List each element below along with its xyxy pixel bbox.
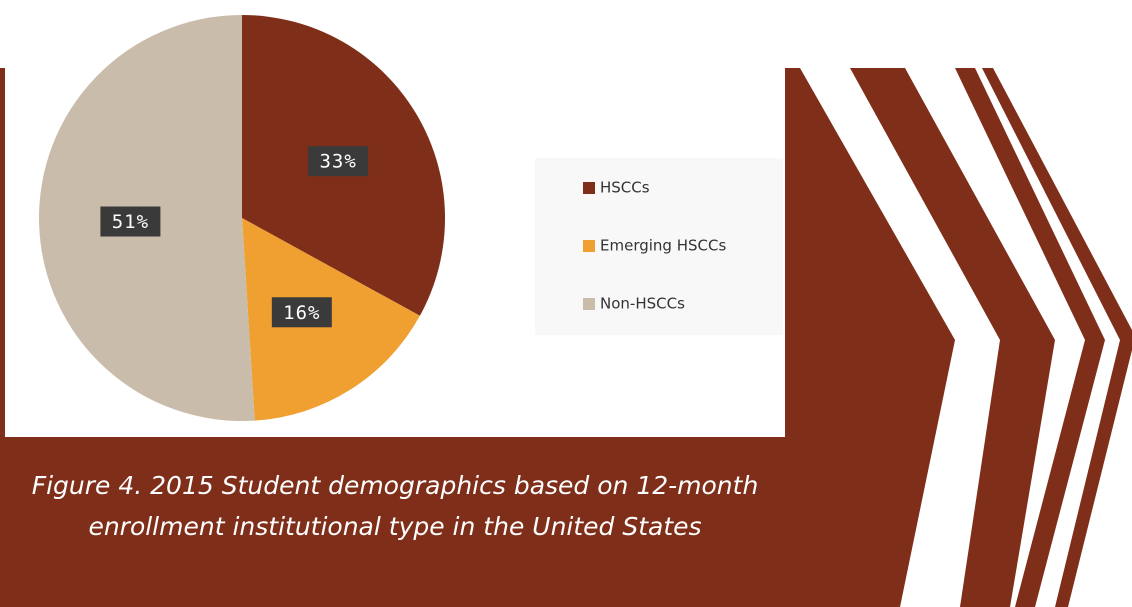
data-label: 51% — [112, 211, 149, 233]
legend-box — [535, 158, 783, 335]
legend-swatch — [583, 240, 595, 252]
data-label-box — [100, 206, 161, 237]
legend-swatch — [583, 298, 595, 310]
chevron — [850, 68, 1055, 607]
caption: Figure 4. 2015 Student demographics base… — [32, 471, 759, 500]
legend-label: Non-HSCCs — [600, 295, 685, 313]
legend-label: Emerging HSCCs — [600, 237, 726, 255]
pie: 33% 16% 51% — [38, 15, 445, 422]
data-label-box — [271, 297, 332, 328]
data-label: 33% — [319, 151, 356, 173]
data-label: 16% — [283, 302, 320, 324]
caption: enrollment institutional type in the Uni… — [88, 512, 701, 541]
data-label-box — [308, 146, 369, 177]
legend-label: HSCCs — [600, 179, 650, 197]
legend: HSCCs Emerging HSCCs Non-HSCCs — [583, 179, 726, 313]
chevron — [955, 68, 1105, 607]
legend-swatch — [583, 182, 595, 194]
chevron — [982, 68, 1132, 607]
